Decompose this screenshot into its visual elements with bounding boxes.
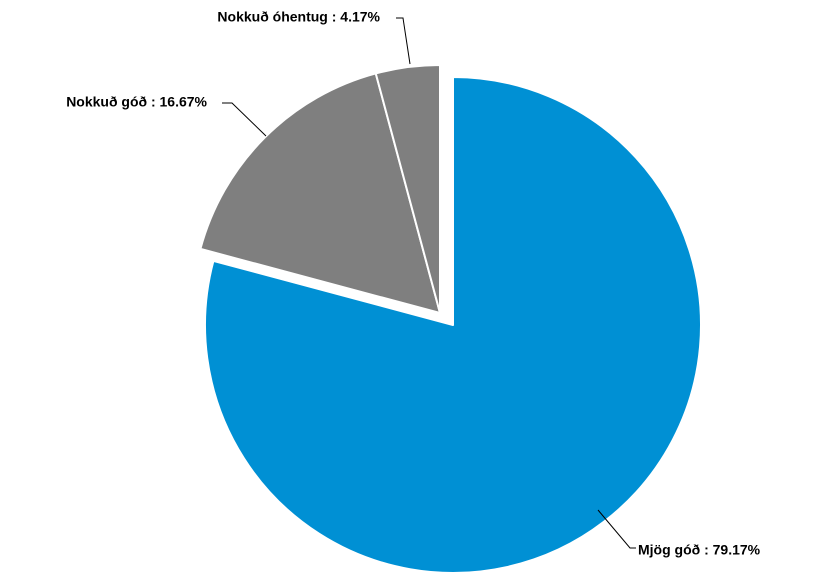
data-label: Nokkuð góð : 16.67% <box>66 94 207 110</box>
leader-line <box>222 102 267 137</box>
pie-slice <box>204 76 702 574</box>
pie-slice <box>199 72 441 314</box>
data-label: Mjög góð : 79.17% <box>638 542 761 558</box>
data-label: Nokkuð óhentug : 4.17% <box>217 9 380 25</box>
pie-slice <box>374 64 441 314</box>
leader-line <box>396 17 411 65</box>
leader-line <box>597 509 636 549</box>
